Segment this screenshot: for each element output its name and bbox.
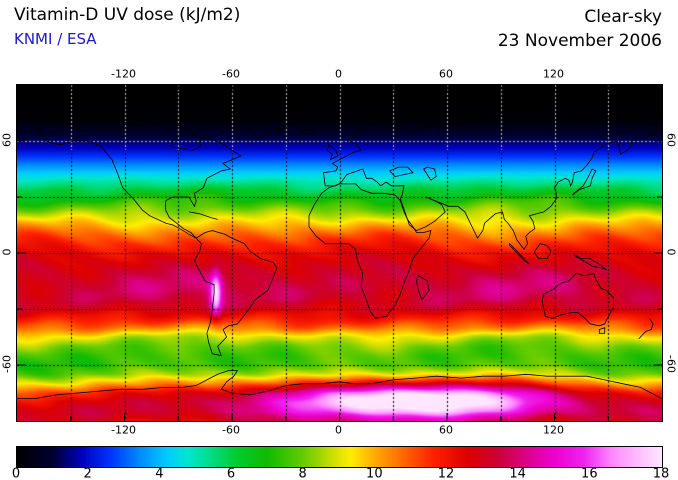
figure-title: Vitamin-D UV dose (kJ/m2) [14, 5, 241, 25]
colorbar-tick-label: 2 [83, 466, 92, 480]
coastline-tasmania [598, 327, 606, 334]
colorbar-tick-label: 6 [226, 466, 236, 480]
coastline-black-sea [389, 166, 414, 177]
y-axis-tick-label-left: -60 [0, 355, 14, 373]
map-plot-area [16, 84, 663, 422]
y-axis-tick-label-right: 0 [664, 248, 678, 256]
coastline-new-guinea [573, 254, 607, 271]
coastline-australia [541, 273, 614, 327]
y-axis-tick-label-right: 60 [664, 133, 678, 147]
coastline-british-isles [326, 144, 339, 161]
colorbar-tick-label: 16 [581, 466, 598, 480]
coastline-eurasia [322, 106, 662, 250]
colorbar-gradient-canvas [17, 447, 662, 467]
coastline-antarctica [17, 370, 662, 399]
x-axis-tick-label-top: 0 [335, 67, 342, 81]
colorbar-tick-label: 0 [11, 466, 21, 480]
colorbar-tick-label: 12 [437, 466, 455, 480]
sky-condition-label: Clear-sky [584, 7, 662, 27]
x-axis-tick-label-bottom: 0 [335, 423, 342, 437]
uv-dose-heatmap-canvas [17, 85, 662, 421]
y-axis-tick-label-right: -60 [664, 355, 678, 373]
credit-line: KNMI / ESA [14, 30, 97, 48]
coastline-greenland [223, 101, 307, 140]
x-axis-tick-label-top: -120 [111, 67, 136, 81]
x-axis-tick-label-top: -60 [222, 67, 240, 81]
x-axis-tick-label-bottom: 60 [439, 423, 453, 437]
colorbar-tick-label: 14 [509, 466, 526, 480]
coastline-north-america [37, 120, 242, 239]
coastline-grid-overlay [17, 85, 662, 421]
coastline-cuba-hispaniola [188, 211, 218, 220]
colorbar-tick-label: 8 [298, 466, 307, 480]
coastline-africa [308, 183, 432, 319]
x-axis-tick-label-top: 120 [543, 67, 564, 81]
coastline-sumatra [509, 242, 530, 265]
coastline-hudson-bay [170, 133, 202, 151]
colorbar [16, 446, 663, 468]
colorbar-tick-label: 18 [652, 466, 670, 480]
coastline-iceland [299, 129, 316, 134]
colorbar-tick-label: 10 [366, 466, 383, 480]
y-axis-tick-label-left: 0 [0, 248, 14, 256]
x-axis-tick-label-bottom: -60 [222, 423, 240, 437]
y-axis-tick-label-left: 60 [0, 133, 14, 147]
date-label: 23 November 2006 [497, 31, 662, 51]
x-axis-tick-label-top: 60 [439, 67, 453, 81]
figure-subtitle-block: Clear-sky 23 November 2006 [498, 5, 662, 53]
coastline-borneo [534, 243, 552, 259]
x-axis-tick-label-bottom: 120 [543, 423, 564, 437]
x-axis-tick-label-bottom: -120 [111, 423, 136, 437]
coastline-caspian-sea [423, 166, 437, 181]
coastline-south-america [193, 230, 278, 357]
coastline-japan [572, 168, 597, 196]
coastline-new-zealand [638, 318, 654, 340]
coastline-madagascar [416, 274, 430, 301]
colorbar-tick-label: 4 [155, 466, 164, 480]
